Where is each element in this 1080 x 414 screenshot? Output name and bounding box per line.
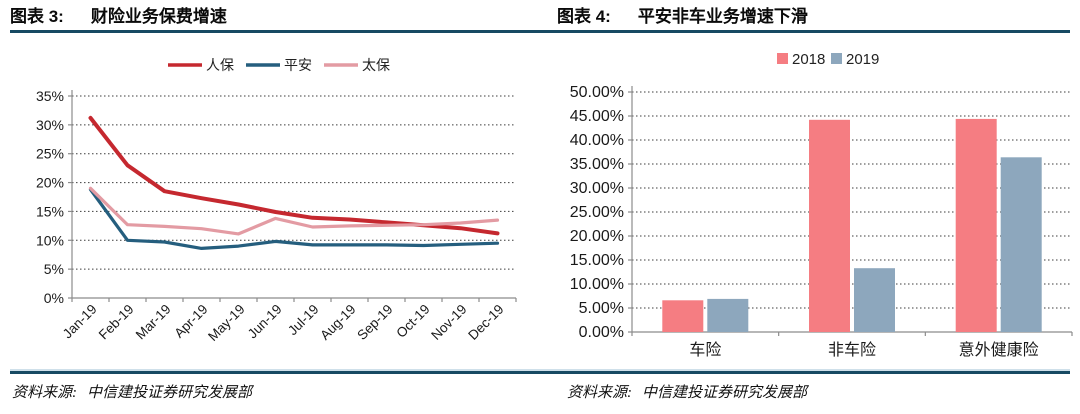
y-tick-label: 25.00%	[570, 204, 624, 221]
y-tick-label: 30.00%	[570, 180, 624, 197]
category-label: 车险	[689, 341, 721, 359]
y-tick-label: 35%	[36, 88, 64, 104]
nonauto-growth-bar-chart: 0.00% 5.00% 10.00% 15.00% 20.00% 25.00% 30.00%…	[570, 51, 1073, 359]
x-tick-label: Nov-19	[428, 302, 469, 343]
legend-swatch-2019	[831, 53, 842, 64]
y-tick-label: 50.00%	[570, 84, 624, 101]
y-tick-label: 10.00%	[570, 276, 624, 293]
bar-2018-意外健康险	[955, 118, 997, 333]
bar-2019-意外健康险	[1000, 157, 1042, 332]
x-tick-label: Jun-19	[245, 302, 285, 342]
premium-growth-line-chart: 0% 5% 10% 15% 20% 25% 30% 35% Jan-19Feb-19Mar-19…	[36, 57, 517, 344]
legend-label-太保: 太保	[362, 57, 390, 73]
figure3-source: 资料来源: 中信建投证券研究发展部	[12, 381, 252, 405]
series-line-人保	[88, 115, 500, 236]
legend-swatch-2018	[777, 53, 788, 64]
category-label: 非车险	[828, 341, 876, 359]
y-tick-label: 30%	[36, 117, 64, 133]
figure4-source-text: 中信建投证券研究发展部	[642, 385, 808, 401]
bar-2018-非车险	[809, 119, 850, 332]
figure3-label: 图表 3:	[10, 7, 64, 26]
y-tick-label: 0%	[44, 290, 64, 306]
figure3-title: 图表 3: 财险业务保费增速	[10, 4, 227, 30]
y-tick-label: 40.00%	[570, 132, 624, 149]
y-tick-label: 15.00%	[570, 252, 624, 269]
figure4-title: 图表 4: 平安非车业务增速下滑	[557, 4, 808, 30]
figure4-label: 图表 4:	[557, 7, 611, 26]
y-tick-label: 35.00%	[570, 156, 624, 173]
legend-label-2019: 2019	[846, 51, 879, 68]
footer-divider-rule	[10, 371, 1070, 374]
x-tick-label: Mar-19	[133, 302, 174, 343]
x-tick-label: Sep-19	[354, 302, 395, 343]
figure3-source-text: 中信建投证券研究发展部	[87, 385, 253, 401]
x-tick-label: Jul-19	[285, 302, 322, 339]
legend-label-人保: 人保	[206, 57, 234, 73]
legend-label-2018: 2018	[792, 51, 825, 68]
y-tick-label: 45.00%	[570, 108, 624, 125]
title-divider-rule	[10, 30, 1070, 33]
y-tick-label: 10%	[36, 232, 64, 248]
x-tick-label: May-19	[205, 302, 247, 344]
y-tick-label: 0.00%	[579, 324, 624, 341]
series-line-太保	[88, 186, 500, 236]
y-tick-label: 20%	[36, 175, 64, 191]
series-line-平安	[88, 187, 500, 250]
figure4-source-prefix: 资料来源:	[567, 385, 632, 401]
y-tick-label: 5.00%	[579, 300, 624, 317]
figure3-source-prefix: 资料来源:	[12, 385, 77, 401]
bar-2019-车险	[707, 298, 749, 332]
x-tick-label: Apr-19	[171, 302, 210, 341]
x-tick-label: Aug-19	[317, 302, 358, 343]
x-tick-label: Dec-19	[465, 302, 506, 343]
figure4-source: 资料来源: 中信建投证券研究发展部	[567, 381, 807, 405]
figure3-title-text: 财险业务保费增速	[90, 7, 227, 26]
category-label: 意外健康险	[959, 340, 1039, 359]
y-tick-label: 20.00%	[570, 228, 624, 245]
x-tick-label: Feb-19	[96, 302, 137, 343]
x-tick-label: Jan-19	[60, 302, 100, 342]
y-tick-label: 15%	[36, 203, 64, 219]
y-tick-label: 25%	[36, 146, 64, 162]
x-tick-label: Oct-19	[393, 302, 432, 341]
legend-label-平安: 平安	[284, 57, 312, 73]
figure4-title-text: 平安非车业务增速下滑	[637, 7, 808, 26]
bar-2019-非车险	[854, 268, 895, 332]
bar-2018-车险	[662, 300, 704, 332]
y-tick-label: 5%	[44, 261, 64, 277]
